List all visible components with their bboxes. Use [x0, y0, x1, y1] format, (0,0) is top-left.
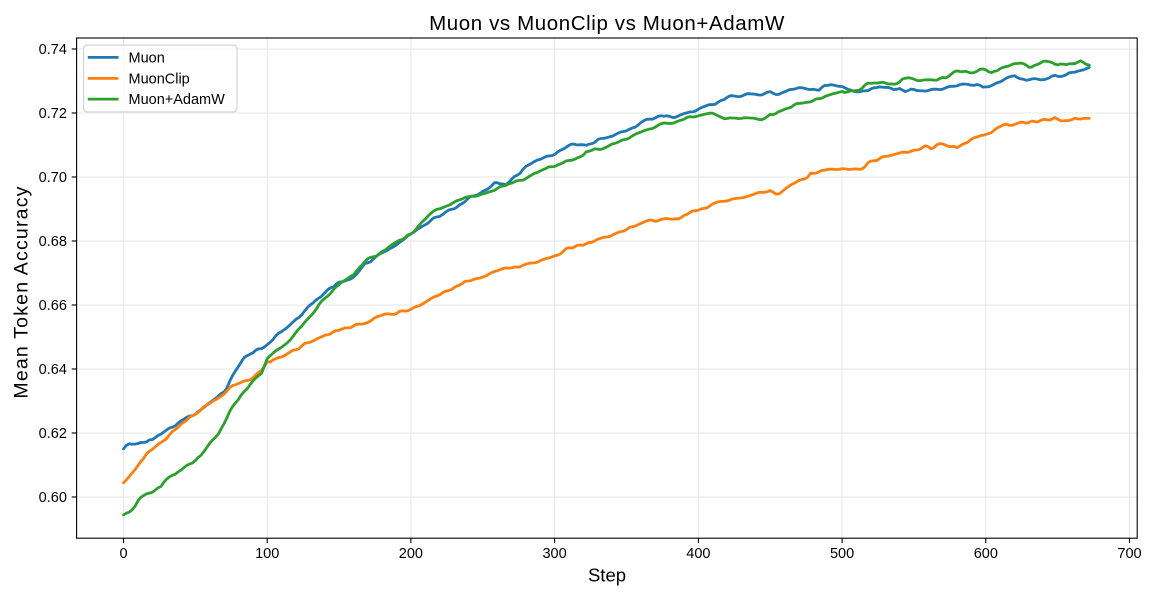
svg-text:500: 500 — [830, 546, 854, 562]
svg-text:Muon+AdamW: Muon+AdamW — [129, 92, 226, 108]
svg-text:0.70: 0.70 — [39, 170, 67, 186]
svg-text:Step: Step — [588, 564, 626, 585]
svg-text:400: 400 — [686, 546, 710, 562]
svg-text:Muon: Muon — [129, 50, 165, 66]
svg-text:0.72: 0.72 — [39, 106, 67, 122]
svg-text:300: 300 — [542, 546, 566, 562]
svg-text:0.68: 0.68 — [39, 234, 67, 250]
svg-text:Muon vs MuonClip vs Muon+AdamW: Muon vs MuonClip vs Muon+AdamW — [429, 12, 785, 35]
svg-text:Mean Token Accuracy: Mean Token Accuracy — [11, 185, 33, 398]
svg-text:0: 0 — [119, 546, 127, 562]
svg-text:700: 700 — [1117, 546, 1141, 562]
svg-text:0.64: 0.64 — [39, 362, 67, 378]
svg-text:0.60: 0.60 — [39, 490, 67, 506]
svg-text:200: 200 — [399, 546, 423, 562]
svg-text:0.66: 0.66 — [39, 298, 67, 314]
svg-text:MuonClip: MuonClip — [129, 71, 190, 87]
svg-text:100: 100 — [255, 546, 279, 562]
svg-text:0.74: 0.74 — [39, 42, 67, 58]
svg-text:0.62: 0.62 — [39, 426, 67, 442]
svg-text:600: 600 — [974, 546, 998, 562]
